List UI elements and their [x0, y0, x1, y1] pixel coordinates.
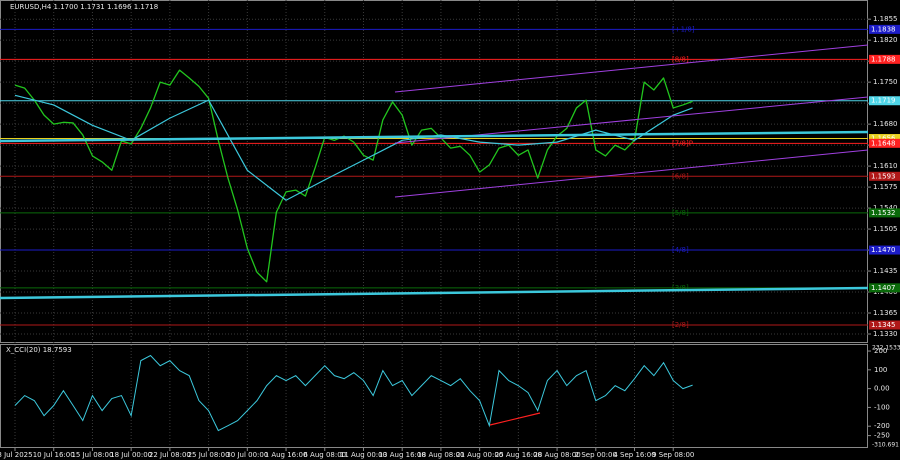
- grid: [0, 0, 868, 447]
- x-tick-label: 9 Sep 08:00: [652, 451, 694, 459]
- y-tick-label: 1.1820: [873, 36, 898, 44]
- osc-y-tick-label: -200: [874, 422, 890, 430]
- level-tag: [7/8]P: [672, 139, 693, 147]
- price-label-box: [869, 24, 900, 34]
- price-label-box: [869, 134, 900, 144]
- y-tick-label: 1.1750: [873, 78, 898, 86]
- osc-y-tick-label: 0.00: [874, 385, 890, 393]
- price-label-box: [869, 171, 900, 181]
- price-label: 1.1470: [871, 246, 896, 254]
- price-label-box: [869, 54, 900, 64]
- level-tag: [+1/8]: [672, 25, 695, 33]
- drawn-objects: [0, 44, 869, 426]
- price-label-box: [869, 283, 900, 293]
- trend-line: [0, 130, 869, 143]
- x-tick-label: 13 Aug 16:00: [379, 451, 426, 459]
- osc-y-tick-label: 100: [874, 366, 887, 374]
- x-tick-label: 25 Aug 16:00: [495, 451, 542, 459]
- price-label-box: [869, 138, 900, 148]
- trend-line: [0, 286, 869, 300]
- y-tick-label: 1.1365: [873, 309, 898, 317]
- divergence-line: [489, 412, 541, 426]
- channel-lower: [394, 149, 869, 198]
- level-tag: [8/8]: [672, 55, 689, 63]
- price-label-box: [869, 320, 900, 330]
- osc-y-tick-label: -100: [874, 403, 890, 411]
- price-label: 1.1838: [871, 25, 896, 33]
- y-tick-label: 1.1680: [873, 120, 898, 128]
- osc-y-tick-label: -250: [874, 432, 890, 440]
- osc-ylim-label: -310.691: [872, 442, 899, 449]
- x-tick-label: 28 Aug 08:00: [533, 451, 580, 459]
- osc-y-tick-label: 200: [874, 347, 887, 355]
- x-tick-label: 4 Sep 16:00: [613, 451, 655, 459]
- oscillator-title: X_CCI(20) 18.7593: [6, 346, 72, 354]
- x-tick-label: 18 Aug 08:00: [417, 451, 464, 459]
- x-tick-label: 21 Aug 00:00: [456, 451, 503, 459]
- x-tick-label: 18 Jul 00:00: [110, 451, 152, 459]
- y-tick-label: 1.1575: [873, 183, 898, 191]
- y-tick-label: 1.1435: [873, 267, 898, 275]
- y-tick-label: 1.1610: [873, 162, 898, 170]
- price-label: 1.1593: [871, 172, 896, 180]
- price-label: 1.1719: [871, 97, 896, 105]
- price-label: 1.1345: [871, 321, 896, 329]
- x-tick-label: 11 Aug 00:00: [340, 451, 387, 459]
- x-tick-label: 30 Jul 00:00: [226, 451, 268, 459]
- level-tag: [6/8]: [672, 172, 689, 180]
- level-tag: [5/8]: [672, 209, 689, 217]
- price-label-box: [869, 208, 900, 218]
- y-tick-label: 1.1505: [873, 225, 898, 233]
- price-line: [14, 69, 693, 283]
- level-tag: [3/8]: [672, 284, 689, 292]
- level-tag: [2/8]: [672, 321, 689, 329]
- osc-ylim-label: 232.1533: [872, 345, 900, 352]
- channel-upper: [394, 44, 869, 93]
- x-tick-label: 10 Jul 16:00: [33, 451, 75, 459]
- price-label-box: [869, 96, 900, 106]
- chart-title: EURUSD,H4 1.1700 1.1731 1.1696 1.1718: [10, 3, 158, 11]
- x-tick-label: 2 Sep 00:00: [575, 451, 617, 459]
- x-tick-label: 25 Jul 08:00: [188, 451, 230, 459]
- x-tick-label: 8 Jul 2025: [0, 451, 33, 459]
- x-tick-label: 1 Aug 16:00: [265, 451, 308, 459]
- main-panel-frame: [0, 0, 868, 343]
- x-tick-label: 15 Jul 08:00: [71, 451, 113, 459]
- cci-line: [14, 354, 693, 432]
- price-label: 1.1656: [871, 135, 896, 143]
- x-tick-label: 22 Jul 08:00: [149, 451, 191, 459]
- oscillator-panel-frame: [0, 344, 868, 448]
- level-tag: [4/8]: [672, 246, 689, 254]
- x-tick-label: 6 Aug 08:00: [303, 451, 346, 459]
- y-tick-label: 1.1855: [873, 15, 898, 23]
- price-label: 1.1648: [871, 139, 896, 147]
- y-tick-label: 1.1540: [873, 204, 898, 212]
- price-label: 1.1532: [871, 209, 896, 217]
- price-label-box: [869, 245, 900, 255]
- price-label: 1.1788: [871, 55, 896, 63]
- y-tick-label: 1.1330: [873, 330, 898, 338]
- price-label: 1.1407: [871, 284, 896, 292]
